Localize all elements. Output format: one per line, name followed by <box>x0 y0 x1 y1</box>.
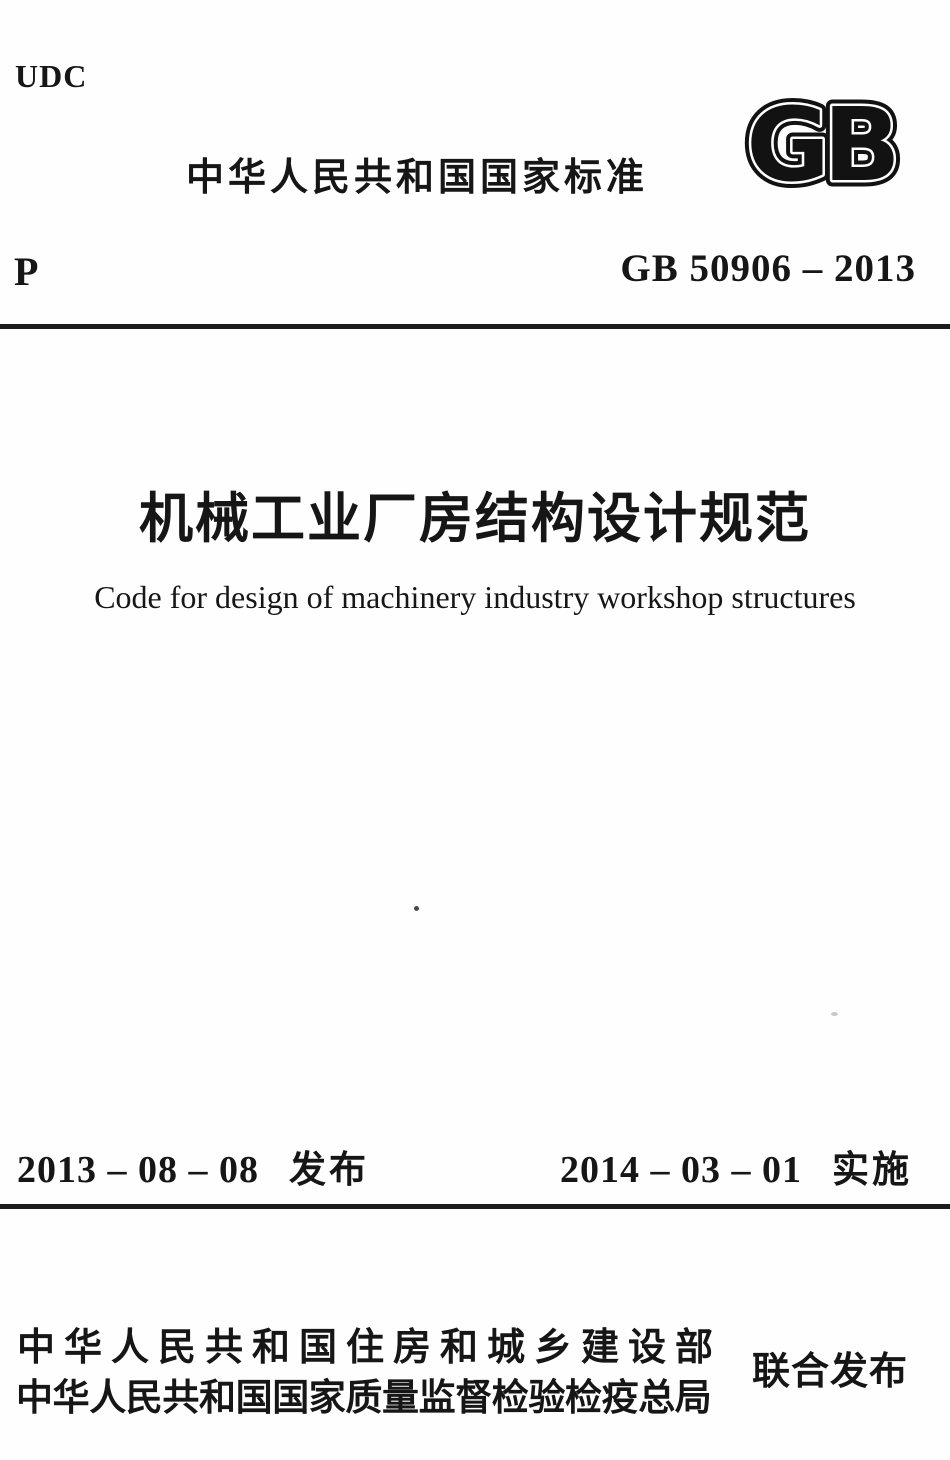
national-standard-heading: 中华人民共和国国家标准 <box>186 157 649 199</box>
joint-publish-label: 联合发布 <box>752 1351 909 1393</box>
issue-date-row: 2013 – 08 – 08 发布 <box>17 1139 369 1193</box>
issue-label: 发布 <box>289 1149 369 1190</box>
bottom-divider-rule <box>0 1204 950 1209</box>
publisher-aqsiq: 中华人民共和国国家质量监督检验检疫总局 <box>16 1377 712 1418</box>
title-english: Code for design of machinery industry wo… <box>94 579 856 615</box>
gb-logo-graphic: GB GB <box>740 80 908 212</box>
issue-date: 2013 – 08 – 08 <box>17 1149 259 1191</box>
scan-artifact-dot <box>414 906 419 911</box>
implement-date-row: 2014 – 03 – 01 实施 <box>560 1139 912 1193</box>
scan-artifact-smudge <box>831 1012 838 1016</box>
gb-logo: GB GB <box>731 80 909 212</box>
top-divider-rule <box>0 324 950 329</box>
standard-number: GB 50906 – 2013 <box>620 247 916 290</box>
gb-logo-text-outline: GB <box>746 92 894 192</box>
title-chinese: 机械工业厂房结构设计规范 <box>139 489 811 549</box>
implement-date: 2014 – 03 – 01 <box>560 1149 802 1191</box>
gb-logo-text: GB <box>746 92 894 192</box>
udc-label: UDC <box>15 58 88 94</box>
implement-label: 实施 <box>832 1149 912 1190</box>
publisher-ministry: 中华人民共和国住房和城乡建设部 <box>17 1327 723 1369</box>
classification-code: P <box>14 249 39 294</box>
